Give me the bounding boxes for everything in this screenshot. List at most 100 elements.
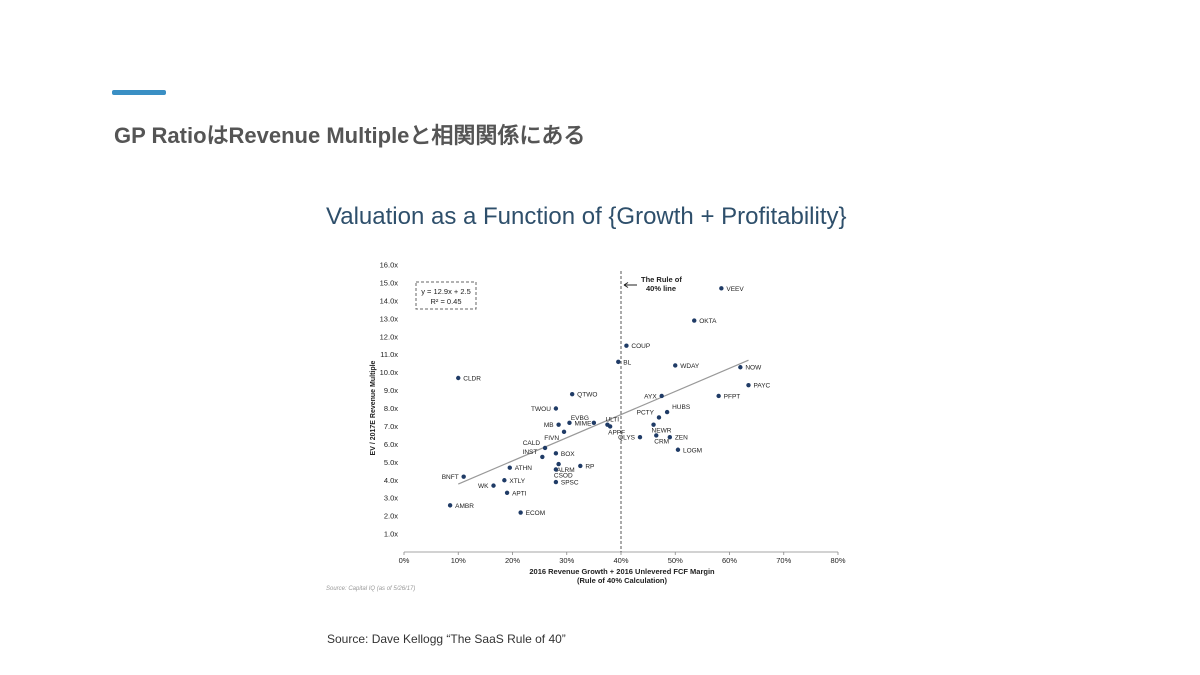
y-tick-label: 1.0x <box>384 530 398 539</box>
y-tick-label: 10.0x <box>380 368 399 377</box>
y-tick-label: 6.0x <box>384 440 398 449</box>
title-accent-bar <box>112 90 166 95</box>
data-point-okta <box>692 318 697 323</box>
data-point-csod <box>553 467 559 472</box>
slide-title: GP RatioはRevenue Multipleと相関関係にある <box>114 123 586 148</box>
point-label-fivn: FIVN <box>544 435 559 442</box>
data-point-wk <box>491 483 496 488</box>
points-layer: VEEV OKTA COUP BL WDAY NOW CLDR PAYC QTWO AYX PFPT… <box>442 286 771 517</box>
y-tick-label: 12.0x <box>380 332 399 341</box>
data-point-crm <box>654 433 659 438</box>
point-label-logm: LOGM <box>683 447 702 454</box>
y-tick-label: 11.0x <box>380 350 398 359</box>
point-label-ayx: AYX <box>644 393 657 400</box>
point-label-rp: RP <box>585 463 594 470</box>
data-point-wday <box>673 363 678 368</box>
data-point-rp <box>578 463 583 469</box>
point-label-xtly: XTLY <box>509 478 525 485</box>
point-label-ulti: ULTI <box>605 417 619 424</box>
data-point-fivn <box>561 429 567 435</box>
equation-line1: y = 12.9x + 2.5 <box>421 287 471 296</box>
data-point-cald <box>542 445 548 451</box>
axes-layer: 1.0x 2.0x 3.0x 4.0x 5.0x 6.0x 7.0x 8.0x 9.0x 10.0… <box>380 261 846 566</box>
data-point-zen <box>667 435 673 440</box>
x-axis-label-line2: (Rule of 40% Calculation) <box>577 576 668 585</box>
point-label-wday: WDAY <box>680 363 700 370</box>
equation-line2: R² = 0.45 <box>430 297 461 306</box>
y-tick-label: 15.0x <box>380 278 399 287</box>
data-point-evbg <box>591 420 597 426</box>
y-tick-label: 5.0x <box>384 458 398 467</box>
point-label-pfpt: PFPT <box>724 393 741 400</box>
data-point-ayx <box>659 393 664 399</box>
point-label-okta: OKTA <box>699 318 717 325</box>
point-label-alrm: ALRM <box>557 467 575 474</box>
rule-of-40-label-line1: The Rule of <box>641 275 682 284</box>
data-point-pfpt <box>716 393 721 399</box>
data-point-payc <box>746 382 751 388</box>
point-label-newr: NEWR <box>652 428 672 435</box>
point-label-apti: APTI <box>512 490 527 497</box>
data-point-qtwo <box>569 391 575 397</box>
point-label-mime: MIME <box>574 420 592 427</box>
data-point-bl <box>616 359 621 365</box>
data-point-inst <box>540 454 545 460</box>
point-label-now: NOW <box>745 365 762 372</box>
data-point-athn <box>507 465 512 470</box>
data-point-ecom <box>518 510 523 515</box>
x-tick-label: 70% <box>776 556 791 565</box>
point-label-cald: CALD <box>523 440 541 447</box>
point-label-hubs: HUBS <box>672 404 691 411</box>
point-label-mb: MB <box>544 422 554 429</box>
data-point-bnft <box>461 474 466 479</box>
y-tick-label: 7.0x <box>384 422 398 431</box>
point-label-zen: ZEN <box>675 435 688 442</box>
point-label-cldr: CLDR <box>463 376 481 383</box>
point-label-athn: ATHN <box>515 465 533 472</box>
point-label-appf: APPF <box>608 429 625 436</box>
trendline-layer <box>458 359 749 485</box>
y-tick-label: 9.0x <box>384 386 398 395</box>
point-label-wk: WK <box>478 483 489 490</box>
data-point-cldr <box>456 375 461 381</box>
data-point-hubs <box>664 409 670 415</box>
y-tick-label: 16.0x <box>380 261 399 270</box>
y-tick-label: 2.0x <box>384 512 398 521</box>
point-label-bl: BL <box>623 359 631 366</box>
chart-title: Valuation as a Function of {Growth + Pro… <box>326 203 847 230</box>
point-label-pcty: PCTY <box>637 409 655 416</box>
point-label-ambr: AMBR <box>455 503 474 510</box>
data-point-mime <box>567 420 572 426</box>
data-point-qlys <box>637 435 643 440</box>
data-point-ambr <box>447 503 453 508</box>
x-tick-label: 40% <box>613 556 628 565</box>
data-point-spsc <box>553 479 559 485</box>
point-label-veev: VEEV <box>726 286 744 293</box>
point-label-payc: PAYC <box>753 383 770 390</box>
data-point-now <box>738 365 743 370</box>
point-label-ecom: ECOM <box>526 510 546 517</box>
x-tick-label: 0% <box>399 556 410 565</box>
data-point-xtly <box>502 478 507 483</box>
data-point-apti <box>504 490 510 496</box>
y-tick-label: 4.0x <box>384 476 398 485</box>
point-label-bnft: BNFT <box>442 474 459 481</box>
rule-of-40-arrow-icon <box>623 282 637 288</box>
y-tick-label: 3.0x <box>384 494 398 503</box>
y-tick-label: 8.0x <box>384 404 398 413</box>
point-label-inst: INST <box>523 449 538 456</box>
point-label-evbg: EVBG <box>571 415 589 422</box>
point-label-crm: CRM <box>654 438 669 445</box>
x-tick-label: 20% <box>505 556 520 565</box>
x-tick-label: 10% <box>451 556 466 565</box>
data-point-box <box>553 451 559 456</box>
slide-source: Source: Dave Kellogg “The SaaS Rule of 4… <box>327 632 566 646</box>
data-point-alrm <box>556 461 561 467</box>
x-tick-label: 50% <box>668 556 683 565</box>
data-point-mb <box>556 422 561 427</box>
rule-of-40-label-line2: 40% line <box>646 284 676 293</box>
y-axis-label: EV / 2017E Revenue Multiple <box>370 360 377 455</box>
point-label-qtwo: QTWO <box>577 392 597 399</box>
point-label-qlys: QLYS <box>618 435 636 442</box>
x-tick-label: 80% <box>830 556 845 565</box>
